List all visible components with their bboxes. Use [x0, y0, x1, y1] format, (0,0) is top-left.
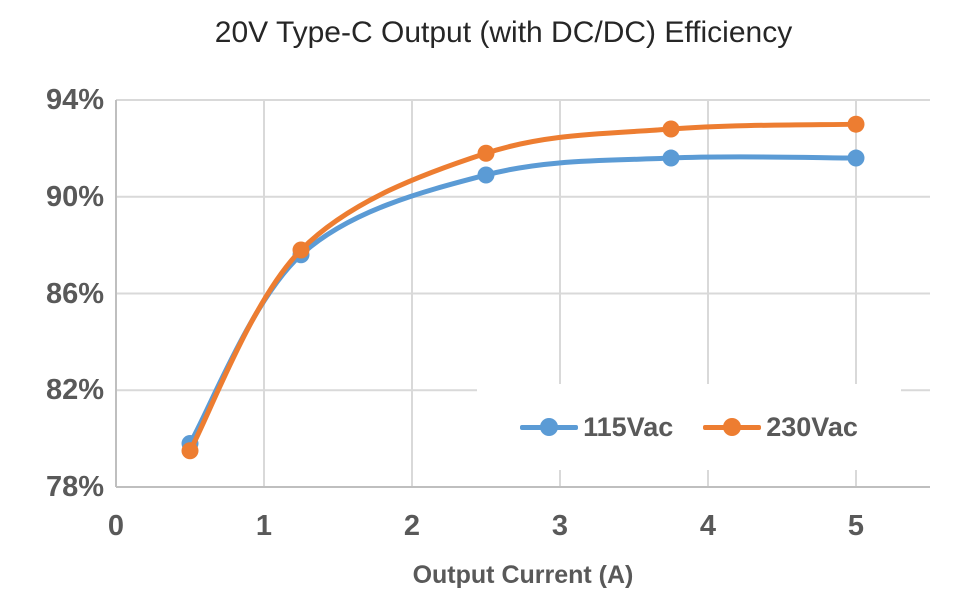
legend-dot-icon [540, 418, 559, 436]
legend-line-marker-icon [703, 418, 762, 436]
legend: 115Vac 230Vac [477, 384, 901, 470]
legend-dot-icon [723, 418, 742, 436]
data-point-230Vac [662, 120, 680, 138]
y-tick-label: 82% [45, 374, 104, 407]
x-tick-label: 4 [699, 510, 717, 542]
y-tick-label: 78% [45, 471, 104, 503]
data-point-230Vac [292, 241, 310, 259]
y-tick-label: 94% [45, 84, 104, 116]
x-axis-title: Output Current (A) [412, 561, 634, 589]
data-point-230Vac [477, 144, 495, 162]
y-tick-label: 90% [45, 180, 104, 213]
data-point-115Vac [662, 149, 680, 167]
legend-line-marker-icon [520, 418, 579, 436]
data-point-115Vac [847, 149, 865, 167]
x-tick-label: 0 [107, 510, 125, 542]
legend-item-230Vac: 230Vac [703, 412, 858, 443]
x-tick-label: 1 [255, 510, 273, 542]
chart-title: 20V Type-C Output (with DC/DC) Efficienc… [214, 16, 793, 49]
legend-label: 115Vac [583, 411, 674, 442]
legend-item-115Vac: 115Vac [520, 412, 673, 443]
data-point-115Vac [477, 166, 495, 184]
x-tick-label: 2 [403, 510, 421, 542]
data-point-230Vac [181, 442, 199, 460]
x-tick-label: 5 [847, 510, 865, 542]
legend-label: 230Vac [766, 411, 858, 442]
y-tick-label: 86% [45, 277, 104, 310]
data-point-230Vac [847, 115, 865, 133]
x-tick-label: 3 [551, 510, 569, 542]
